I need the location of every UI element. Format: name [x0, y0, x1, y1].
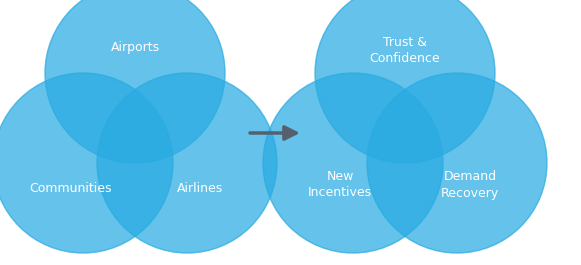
Text: Communities: Communities	[28, 182, 111, 195]
Circle shape	[367, 73, 547, 253]
Circle shape	[45, 0, 225, 163]
Circle shape	[263, 73, 443, 253]
Text: New
Incentives: New Incentives	[308, 170, 372, 200]
Circle shape	[315, 0, 495, 163]
Text: Trust &
Confidence: Trust & Confidence	[370, 37, 440, 65]
Circle shape	[97, 73, 277, 253]
Text: Demand
Recovery: Demand Recovery	[441, 170, 499, 200]
Circle shape	[0, 73, 173, 253]
Text: Airports: Airports	[110, 42, 160, 55]
Text: Airlines: Airlines	[177, 182, 223, 195]
